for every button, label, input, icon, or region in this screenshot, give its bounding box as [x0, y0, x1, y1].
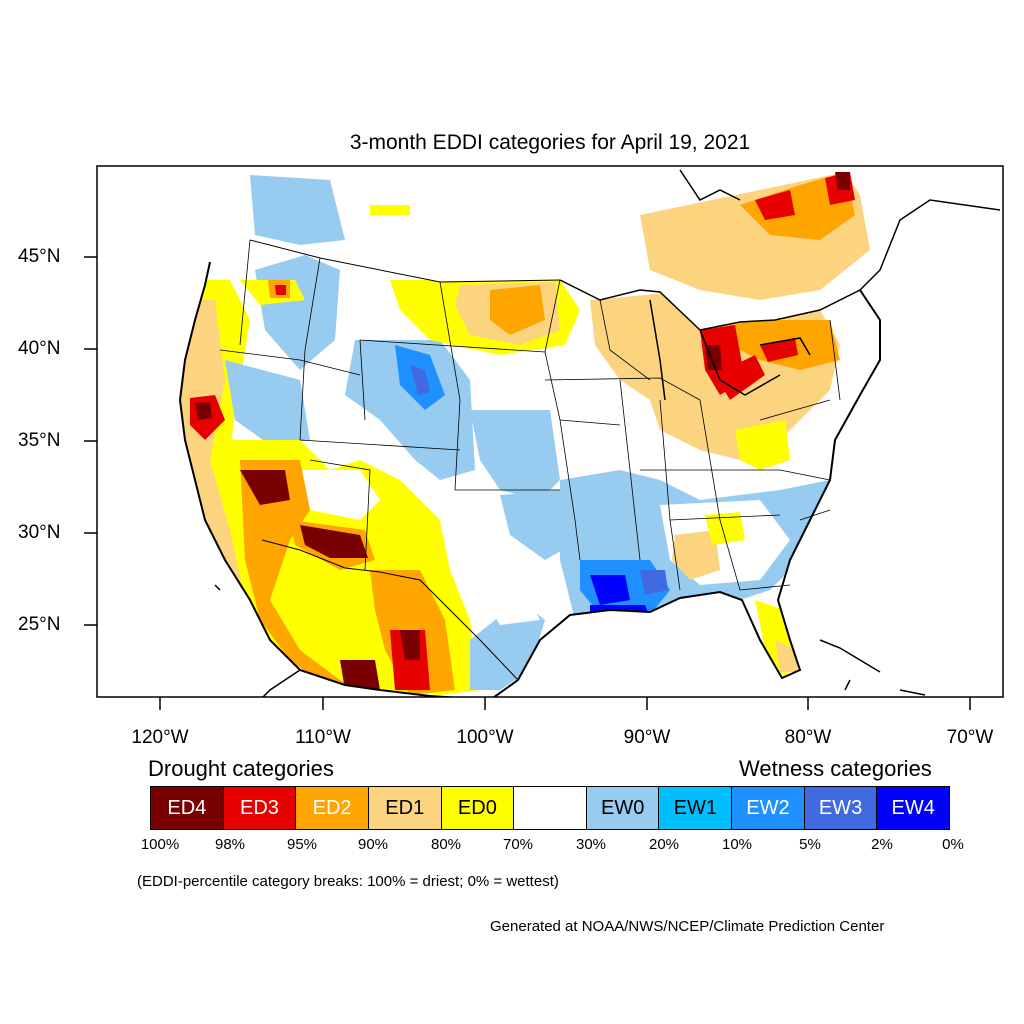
percentile-label: 100% — [140, 836, 180, 853]
percentile-label: 5% — [799, 836, 821, 853]
lon-label: 120°W — [131, 727, 189, 748]
percentile-label: 70% — [502, 836, 534, 853]
legend-swatch-ew3: EW3 — [804, 787, 878, 829]
legend-colorbar: ED4 ED3 ED2 ED1 ED0 EW0 EW1 EW2 EW3 EW4 — [150, 786, 950, 830]
legend-swatch-neutral — [514, 787, 587, 829]
legend-swatch-ed4: ED4 — [151, 787, 224, 829]
map-title: 3-month EDDI categories for April 19, 20… — [349, 131, 751, 154]
legend-swatch-ew0: EW0 — [586, 787, 660, 829]
lon-label: 90°W — [623, 727, 671, 748]
lat-label: 30°N — [18, 522, 61, 543]
legend-swatch-ew2: EW2 — [732, 787, 805, 829]
legend-swatch-ed0: ED0 — [441, 787, 515, 829]
credit-line: Generated at NOAA/NWS/NCEP/Climate Predi… — [490, 918, 885, 935]
lon-label: 80°W — [784, 727, 832, 748]
percentile-label: 2% — [871, 836, 893, 853]
percentile-label: 20% — [648, 836, 680, 853]
lon-label: 100°W — [456, 727, 514, 748]
axis-ticks — [84, 256, 971, 710]
percentile-label: 98% — [214, 836, 246, 853]
lat-label: 40°N — [18, 338, 61, 359]
legend-swatch-ed1: ED1 — [368, 787, 442, 829]
eddi-fields-outside — [250, 172, 870, 300]
percentile-label: 95% — [286, 836, 318, 853]
percentile-label: 90% — [357, 836, 389, 853]
wetness-heading: Wetness categories — [739, 756, 932, 781]
lat-label: 35°N — [18, 430, 61, 451]
percentile-label: 80% — [430, 836, 462, 853]
lat-label: 25°N — [18, 614, 61, 635]
drought-heading: Drought categories — [148, 756, 334, 781]
legend-swatch-ed2: ED2 — [296, 787, 369, 829]
legend-swatch-ed3: ED3 — [223, 787, 297, 829]
legend-swatch-ew1: EW1 — [659, 787, 733, 829]
lat-label: 45°N — [18, 246, 61, 267]
legend-swatch-ew4: EW4 — [877, 787, 950, 829]
boundaries — [178, 169, 1001, 697]
lon-label: 70°W — [946, 727, 994, 748]
percentile-label: 30% — [575, 836, 607, 853]
breaks-note: (EDDI-percentile category breaks: 100% =… — [137, 873, 559, 890]
map-frame — [96, 165, 1004, 698]
lon-label: 110°W — [295, 727, 351, 748]
percentile-label: 0% — [942, 836, 964, 853]
percentile-label: 10% — [721, 836, 753, 853]
